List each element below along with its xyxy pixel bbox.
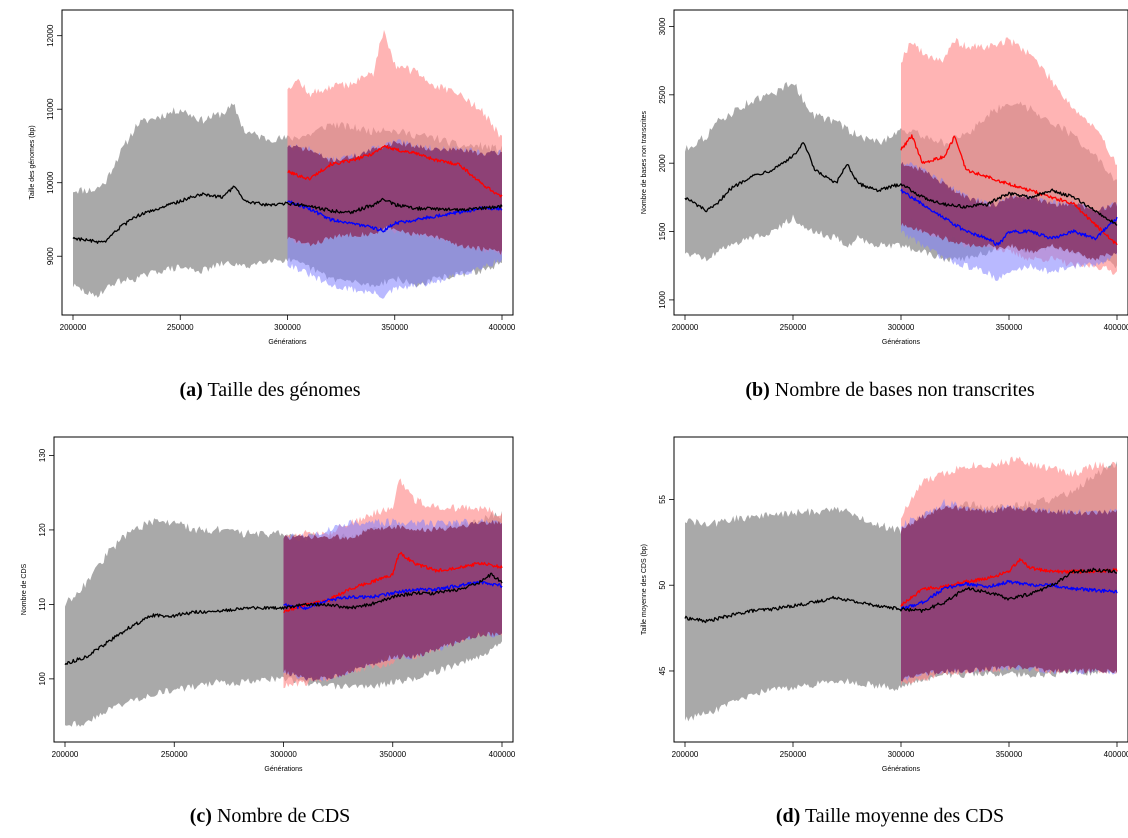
band-overlap: [283, 519, 502, 682]
x-tick-label: 400000: [489, 323, 516, 332]
x-axis-label: Générations: [264, 766, 303, 773]
series-line-black: [684, 567, 1117, 624]
x-tick-label: 350000: [996, 750, 1023, 759]
band-overlap: [901, 505, 1117, 682]
x-axis-label: Générations: [268, 339, 307, 346]
y-axis-label: Nombre de CDS: [21, 563, 28, 615]
y-tick-label: 110: [38, 597, 47, 610]
series-line-red: [287, 144, 503, 198]
y-tick-label: 1500: [658, 222, 667, 240]
x-tick-label: 400000: [1104, 750, 1128, 759]
x-tick-label: 400000: [489, 750, 516, 759]
caption-label: (b): [745, 379, 769, 401]
caption-text: Taille moyenne des CDS: [800, 805, 1004, 827]
panel-caption: (c) Nombre de CDS: [190, 805, 351, 827]
caption-text: Nombre de CDS: [212, 805, 350, 827]
x-tick-label: 300000: [274, 323, 301, 332]
caption-text: Taille des génomes: [203, 379, 361, 401]
x-tick-label: 200000: [672, 750, 699, 759]
x-tick-label: 200000: [60, 323, 87, 332]
panel-caption: (b) Nombre de bases non transcrites: [745, 379, 1035, 401]
panel-c: 200000 250000 300000 350000 400000 100 110 120 1…: [21, 436, 516, 827]
panel-caption: (a) Taille des génomes: [180, 379, 361, 401]
x-tick-label: 250000: [161, 750, 188, 759]
panel-a: 200000 250000 300000 350000 400000 9000 10000 1…: [29, 9, 516, 401]
y-axis-label: Taille des génomes (bp): [29, 125, 36, 199]
x-tick-label: 250000: [780, 750, 807, 759]
y-tick-label: 100: [38, 672, 47, 686]
panel-d: 200000 250000 300000 350000 400000 45 50 55 Géné…: [641, 436, 1128, 827]
panel-b: 200000 250000 300000 350000 400000 1000 1500 20…: [641, 9, 1128, 401]
series-line-black: [64, 572, 503, 666]
y-tick-label: 2500: [658, 85, 667, 103]
series-line-blue: [900, 188, 1118, 246]
y-tick-label: 55: [658, 494, 667, 503]
y-tick-label: 3000: [658, 17, 667, 35]
series-line-black: [684, 142, 1118, 226]
y-axis-label: Nombre de bases non transcrites: [641, 110, 648, 214]
caption-label: (c): [190, 805, 212, 827]
x-tick-label: 300000: [888, 750, 915, 759]
x-tick-label: 400000: [1104, 323, 1128, 332]
y-tick-label: 1000: [658, 290, 667, 308]
x-tick-label: 250000: [167, 323, 194, 332]
x-tick-label: 350000: [379, 750, 406, 759]
x-tick-label: 300000: [888, 323, 915, 332]
x-tick-label: 200000: [52, 750, 79, 759]
caption-label: (d): [776, 805, 800, 827]
y-tick-label: 10000: [46, 171, 55, 194]
x-tick-label: 350000: [996, 323, 1023, 332]
series-line-blue: [900, 579, 1118, 611]
y-tick-label: 2000: [658, 154, 667, 172]
y-axis-label: Taille moyenne des CDS (bp): [641, 544, 648, 635]
y-tick-label: 9000: [46, 247, 55, 265]
y-tick-label: 130: [38, 448, 47, 462]
x-tick-label: 350000: [381, 323, 408, 332]
y-tick-label: 120: [38, 523, 47, 537]
plot-area: [684, 456, 1118, 722]
x-axis-label: Générations: [882, 766, 921, 773]
caption-text: Nombre de bases non transcrites: [770, 379, 1035, 401]
caption-label: (a): [180, 379, 203, 401]
plot-area: [72, 29, 503, 299]
series-line-black: [72, 185, 503, 244]
series-line-blue: [283, 580, 503, 611]
plot-area: [684, 37, 1118, 281]
x-tick-label: 200000: [672, 323, 699, 332]
series-line-red: [900, 134, 1118, 246]
series-line-red: [900, 558, 1118, 607]
y-tick-label: 12000: [46, 24, 55, 47]
plot-area: [64, 478, 503, 727]
y-tick-label: 45: [658, 666, 667, 675]
y-tick-label: 11000: [46, 98, 55, 120]
y-tick-label: 50: [658, 580, 667, 589]
x-tick-label: 250000: [780, 323, 807, 332]
x-tick-label: 300000: [270, 750, 297, 759]
panel-caption: (d) Taille moyenne des CDS: [776, 805, 1004, 827]
x-axis-label: Générations: [882, 339, 921, 346]
band-overlap: [287, 141, 502, 255]
